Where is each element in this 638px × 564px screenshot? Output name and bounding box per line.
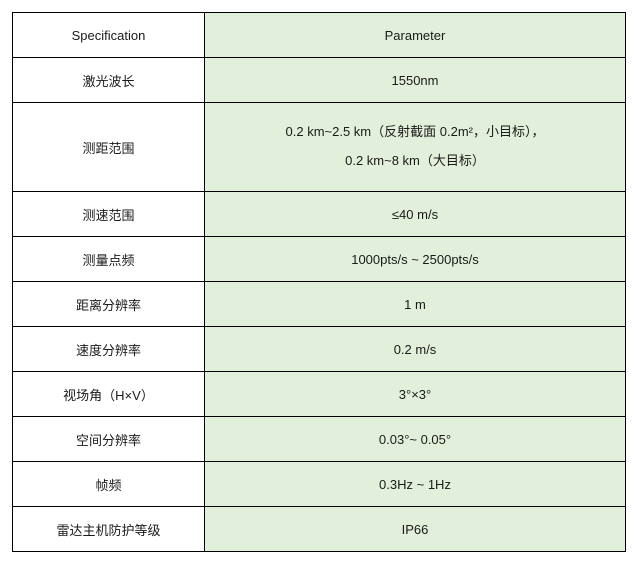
- cell-param: 1 m: [205, 282, 626, 327]
- cell-param: 0.2 km~2.5 km（反射截面 0.2m²，小目标），0.2 km~8 k…: [205, 103, 626, 192]
- header-param: Parameter: [205, 13, 626, 58]
- cell-spec: 激光波长: [13, 58, 205, 103]
- spec-table: Specification Parameter 激光波长1550nm测距范围0.…: [12, 12, 626, 552]
- cell-param: IP66: [205, 507, 626, 552]
- table-row: 激光波长1550nm: [13, 58, 626, 103]
- table-row: 距离分辨率1 m: [13, 282, 626, 327]
- table-row: 视场角（H×V）3°×3°: [13, 372, 626, 417]
- table-row: 雷达主机防护等级IP66: [13, 507, 626, 552]
- cell-spec: 测距范围: [13, 103, 205, 192]
- cell-param: 0.2 m/s: [205, 327, 626, 372]
- cell-param: ≤40 m/s: [205, 192, 626, 237]
- table-row: 帧频0.3Hz ~ 1Hz: [13, 462, 626, 507]
- table-row: 测距范围0.2 km~2.5 km（反射截面 0.2m²，小目标），0.2 km…: [13, 103, 626, 192]
- cell-param: 0.3Hz ~ 1Hz: [205, 462, 626, 507]
- table-row: 速度分辨率0.2 m/s: [13, 327, 626, 372]
- table-row: 测量点频1000pts/s ~ 2500pts/s: [13, 237, 626, 282]
- cell-param: 0.03°~ 0.05°: [205, 417, 626, 462]
- cell-spec: 测量点频: [13, 237, 205, 282]
- cell-spec: 帧频: [13, 462, 205, 507]
- cell-spec: 雷达主机防护等级: [13, 507, 205, 552]
- cell-spec: 视场角（H×V）: [13, 372, 205, 417]
- table-row: 测速范围≤40 m/s: [13, 192, 626, 237]
- cell-spec: 空间分辨率: [13, 417, 205, 462]
- table-row: 空间分辨率0.03°~ 0.05°: [13, 417, 626, 462]
- header-spec: Specification: [13, 13, 205, 58]
- cell-spec: 测速范围: [13, 192, 205, 237]
- cell-spec: 速度分辨率: [13, 327, 205, 372]
- cell-spec: 距离分辨率: [13, 282, 205, 327]
- cell-param: 1000pts/s ~ 2500pts/s: [205, 237, 626, 282]
- cell-param: 3°×3°: [205, 372, 626, 417]
- table-header-row: Specification Parameter: [13, 13, 626, 58]
- cell-param: 1550nm: [205, 58, 626, 103]
